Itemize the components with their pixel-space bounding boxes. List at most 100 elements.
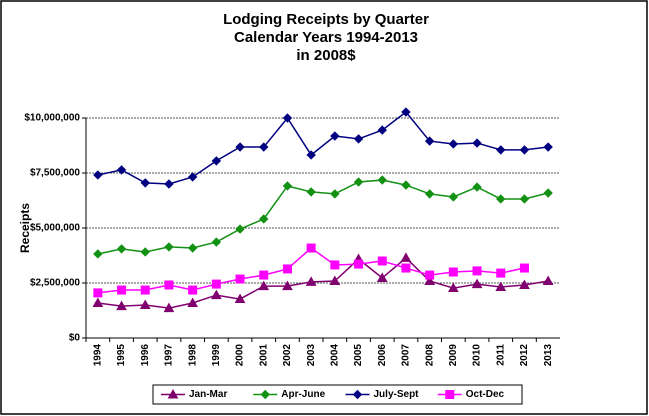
point [519,145,530,155]
point [401,263,411,273]
point [211,237,222,247]
chart-title: Lodging Receipts by Quarter [223,11,429,28]
point [163,302,175,313]
x-tick-label: 1994 [92,344,103,367]
point [448,267,458,277]
point [377,175,387,185]
point [234,293,246,304]
legend-marker [167,388,179,399]
x-tick-label: 2004 [329,344,340,367]
chart-title: Calendar Years 1994-2013 [234,29,418,46]
x-tick-label: 1999 [211,344,222,367]
y-axis-label: Receipts [18,203,32,253]
point [117,285,127,295]
legend-box [152,384,523,405]
point [92,297,104,308]
point [187,297,199,308]
legend-marker [445,390,455,399]
legend-label: Oct-Dec [466,389,505,400]
point [116,244,127,254]
point [93,170,103,180]
legend-label: July-Sept [374,389,420,400]
point [424,136,435,146]
point [210,289,222,300]
legend-marker [260,389,270,400]
point [495,281,507,291]
point [377,125,387,135]
point [187,172,198,182]
point [329,275,341,286]
legend-label: Apr-June [281,389,325,400]
y-tick-label: $5,000,000 [30,223,80,234]
x-tick-label: 2012 [519,344,530,367]
point [140,247,150,257]
x-tick-label: 1998 [187,344,198,367]
point [258,280,270,291]
point [353,134,364,144]
legend-marker [352,389,363,400]
point [306,243,316,253]
point [282,113,293,123]
y-tick-label: $2,500,000 [30,278,80,289]
point [140,285,150,295]
point [496,268,506,278]
point [330,260,340,270]
point [472,182,482,192]
point [472,138,482,148]
point [235,274,245,284]
x-tick-label: 2001 [258,344,269,367]
point [259,270,269,280]
point [447,282,459,293]
x-tick-label: 2010 [472,344,483,367]
x-tick-label: 2013 [543,344,554,367]
point [187,243,198,253]
x-tick-label: 2008 [424,344,435,367]
x-tick-label: 2000 [235,344,246,367]
x-tick-label: 2006 [377,344,388,367]
point [306,150,316,160]
x-tick-label: 1996 [140,344,151,367]
point [448,139,459,149]
point [305,276,317,286]
x-tick-label: 2005 [353,344,364,367]
point [354,259,364,269]
point [306,187,316,197]
point [164,280,174,290]
point [448,192,459,202]
series-line [97,256,549,309]
point [282,181,293,191]
point [164,179,174,189]
x-tick-label: 1995 [116,344,127,367]
y-tick-label: $7,500,000 [30,168,80,179]
x-tick-label: 2009 [448,344,459,367]
point [140,178,150,188]
point [471,278,483,289]
point [376,272,388,282]
y-tick-label: $0 [69,333,81,344]
point [235,224,245,234]
point [259,142,269,152]
chart-title: in 2008$ [296,47,356,64]
legend-label: Jan-Mar [189,389,227,400]
point [401,180,411,190]
point [542,275,554,286]
point [519,263,529,273]
point [543,142,553,152]
point [472,266,482,276]
point [496,194,506,204]
point [164,242,174,252]
point [330,189,340,199]
x-tick-label: 2002 [282,344,293,367]
point [519,279,530,289]
point [543,188,553,198]
point [425,270,435,280]
point [400,252,412,262]
x-tick-label: 2003 [306,344,317,367]
x-tick-label: 2007 [401,344,412,367]
point [211,279,221,289]
point [139,299,151,309]
point [259,214,269,224]
point [116,300,127,311]
